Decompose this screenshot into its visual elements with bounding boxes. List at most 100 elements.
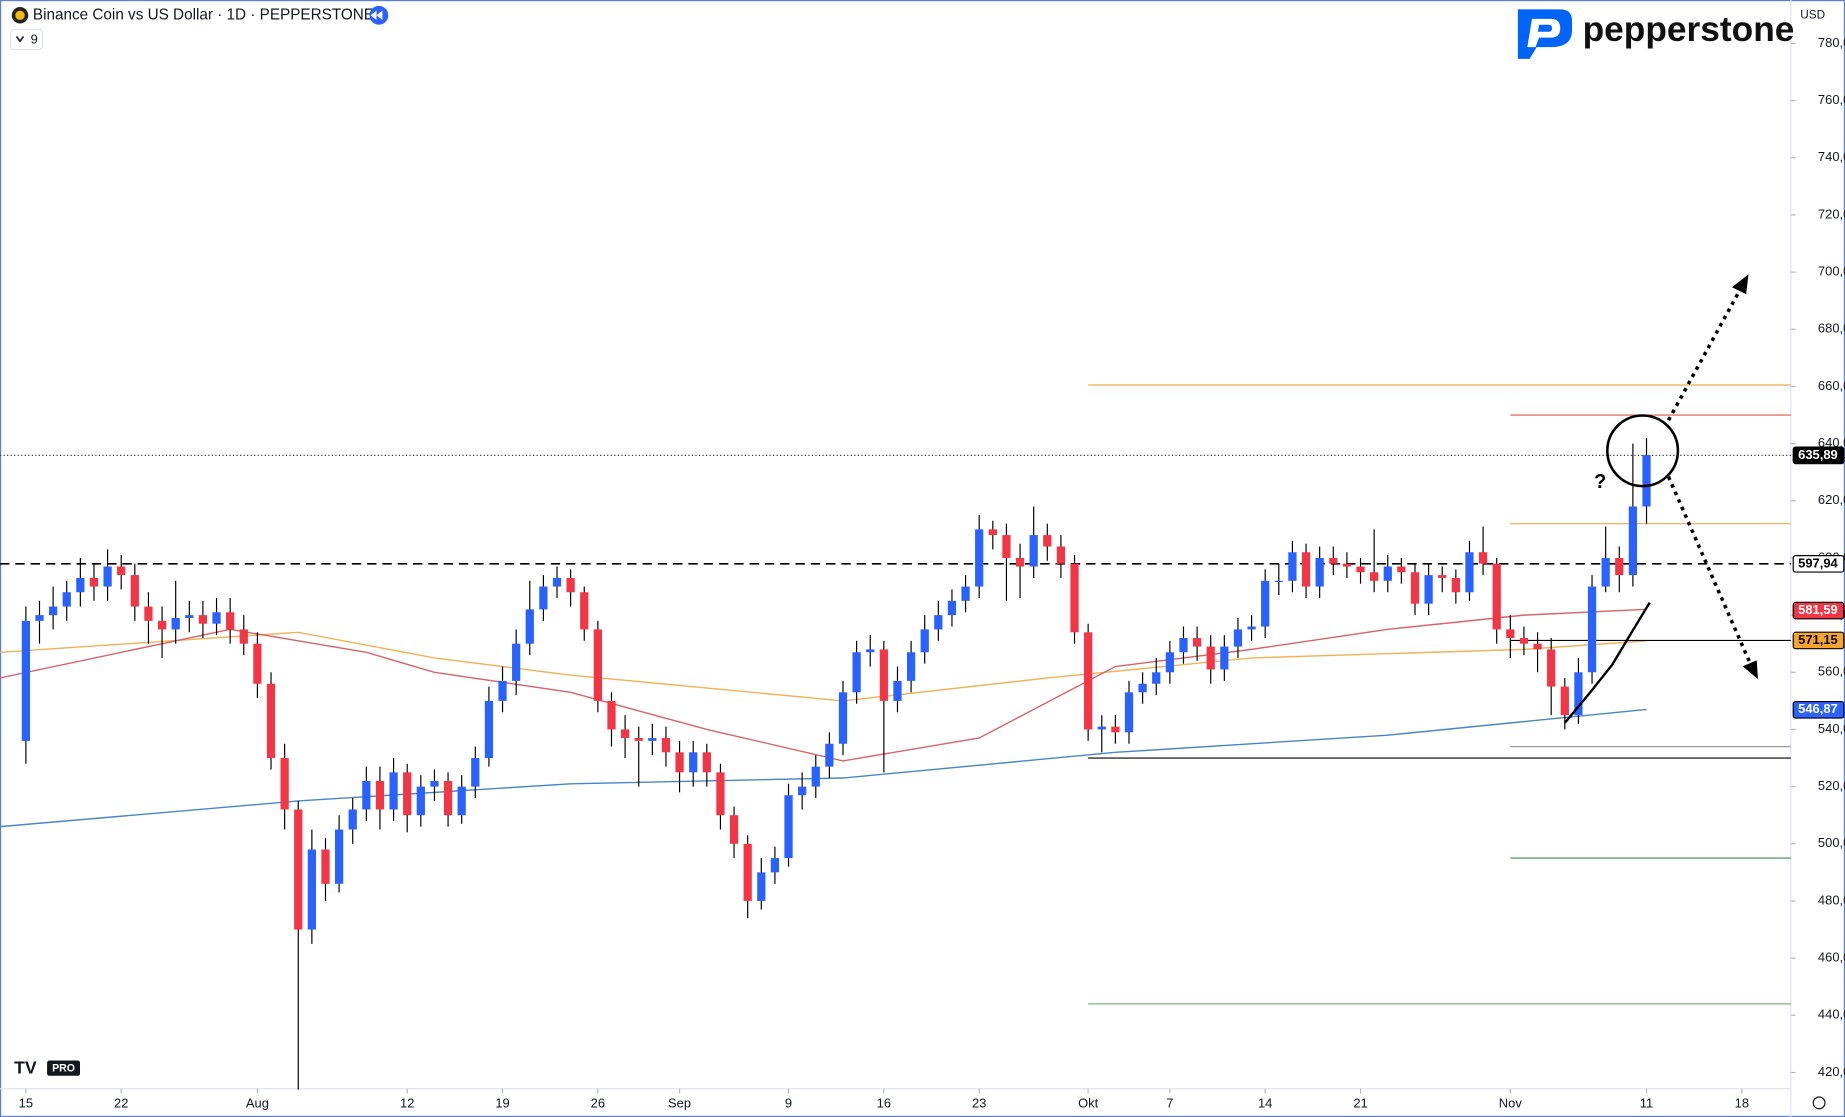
candle-body [457, 786, 466, 816]
price-label-box [1792, 601, 1845, 620]
highlight-circle [1606, 414, 1680, 488]
trend-stroke [1564, 602, 1651, 724]
candle-body [1301, 552, 1311, 587]
candle-body [729, 815, 739, 844]
candle-body [893, 680, 902, 701]
candle-body [539, 586, 548, 610]
candle-body [35, 615, 44, 621]
candle-body [784, 795, 793, 859]
candle-body [1220, 646, 1229, 670]
x-tick-label: 11 [1640, 1095, 1653, 1110]
symbol-icon-inner [15, 10, 25, 21]
y-tick-label: 500,00 [1818, 835, 1845, 850]
candle-body [1084, 632, 1093, 730]
candle-body [512, 643, 521, 681]
candle-body [1533, 643, 1542, 650]
y-tick-label: 480,00 [1818, 892, 1845, 907]
candle-body [1192, 637, 1202, 647]
x-tick-label: 22 [114, 1095, 128, 1110]
candle-body [1247, 626, 1256, 630]
candle-body [648, 738, 657, 741]
y-tick-label: 620,00 [1818, 492, 1845, 507]
indicator-count: 9 [31, 31, 38, 46]
candle-body [1642, 455, 1651, 507]
price-label: 635,89 [1798, 447, 1838, 462]
candle-body [130, 575, 139, 607]
candle-body [1274, 580, 1283, 582]
candle-body [1002, 535, 1011, 558]
candle-body [1451, 577, 1460, 593]
candle-body [1043, 535, 1052, 547]
candle-body [879, 649, 888, 701]
candle-body [403, 772, 412, 816]
candle-body [975, 529, 984, 587]
candle-body [266, 683, 276, 759]
candle-body [1370, 572, 1379, 581]
candle-body [375, 780, 385, 810]
price-label-box [1792, 700, 1845, 719]
candle-body [48, 606, 58, 616]
candle-body [1438, 575, 1447, 578]
candle-body [1097, 726, 1106, 730]
currency: USD [1800, 8, 1825, 21]
candle-body [743, 843, 752, 901]
candle-body [1070, 563, 1079, 633]
brand-name: pepperstone [1583, 10, 1795, 49]
candle-body [89, 577, 99, 587]
candle-body [212, 612, 221, 624]
candle-body [525, 609, 534, 644]
candle-body [1601, 557, 1610, 587]
candle-body [866, 649, 875, 653]
candle-body [198, 615, 208, 624]
replay-icon [370, 10, 383, 21]
candle-body [566, 577, 575, 593]
candle-body [852, 652, 861, 693]
candle-body [1519, 637, 1529, 644]
candle-body [593, 629, 602, 701]
candle-body [811, 766, 820, 787]
x-tick-label: Okt [1078, 1095, 1099, 1110]
y-tick-label: 780,00 [1818, 35, 1845, 50]
candle-body [1465, 552, 1474, 593]
indicators-toggle[interactable] [10, 28, 43, 51]
candle-body [471, 758, 480, 787]
candle-body [947, 600, 957, 616]
candle-body [1547, 649, 1556, 687]
y-tick-label: 720,00 [1818, 206, 1845, 221]
candle-body [906, 652, 916, 681]
x-tick-label: 12 [400, 1095, 414, 1110]
candle-body [1138, 683, 1147, 693]
candle-body [103, 566, 112, 587]
price-label: 581,59 [1798, 602, 1838, 617]
candle-body [1261, 580, 1270, 627]
candle-body [117, 566, 126, 576]
candle-body [1015, 557, 1025, 567]
x-tick-label: 16 [877, 1095, 891, 1110]
candle-body [62, 592, 71, 607]
candle-body [607, 700, 616, 730]
candle-body [757, 872, 766, 901]
candle-body [798, 786, 807, 796]
candle-body [702, 752, 711, 773]
candle-body [416, 786, 425, 816]
candle-body [961, 586, 970, 601]
candle-body [334, 829, 344, 884]
candle-body [1397, 566, 1406, 573]
y-tick-label: 460,00 [1818, 950, 1845, 965]
arrow-down-head [1742, 660, 1758, 680]
chart-title: Binance Coin vs US Dollar · 1D · PEPPERS… [33, 6, 374, 23]
x-tick-label: 7 [1166, 1095, 1173, 1110]
settings-button[interactable] [1812, 1096, 1826, 1110]
brand-logo-p [1527, 18, 1561, 48]
watermark-badge [47, 1060, 81, 1076]
price-label: 597,94 [1798, 555, 1838, 570]
candle-body [1165, 652, 1174, 673]
candle-body [484, 700, 494, 759]
candle-body [171, 617, 180, 630]
candle-body [144, 606, 153, 621]
arrow-down [1666, 475, 1753, 666]
candle-body [1424, 575, 1433, 604]
candle-body [1492, 563, 1501, 630]
